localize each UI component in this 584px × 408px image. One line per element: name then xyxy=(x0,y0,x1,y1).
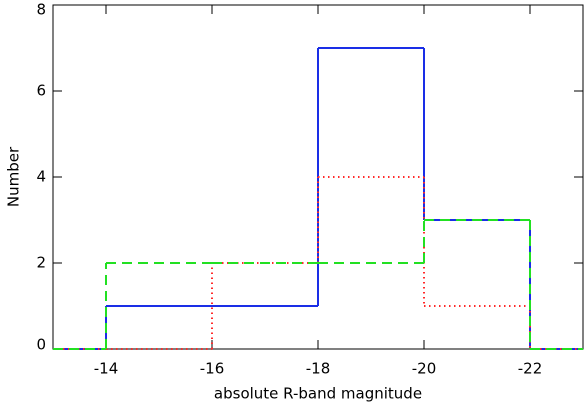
y-tick-label: 4 xyxy=(36,168,46,186)
x-tick-label: -20 xyxy=(412,360,437,378)
x-tick-label: -14 xyxy=(94,360,119,378)
y-axis-label: Number xyxy=(5,146,23,207)
y-tick-label: 6 xyxy=(36,82,46,100)
y-tick-label: 2 xyxy=(36,254,46,272)
y-tick-label: 8 xyxy=(36,1,46,19)
y-tick-label: 0 xyxy=(36,336,46,354)
x-axis-label: absolute R-band magnitude xyxy=(214,385,422,403)
x-tick-label: -16 xyxy=(200,360,225,378)
x-tick-label: -18 xyxy=(306,360,331,378)
x-tick-label: -22 xyxy=(518,360,543,378)
